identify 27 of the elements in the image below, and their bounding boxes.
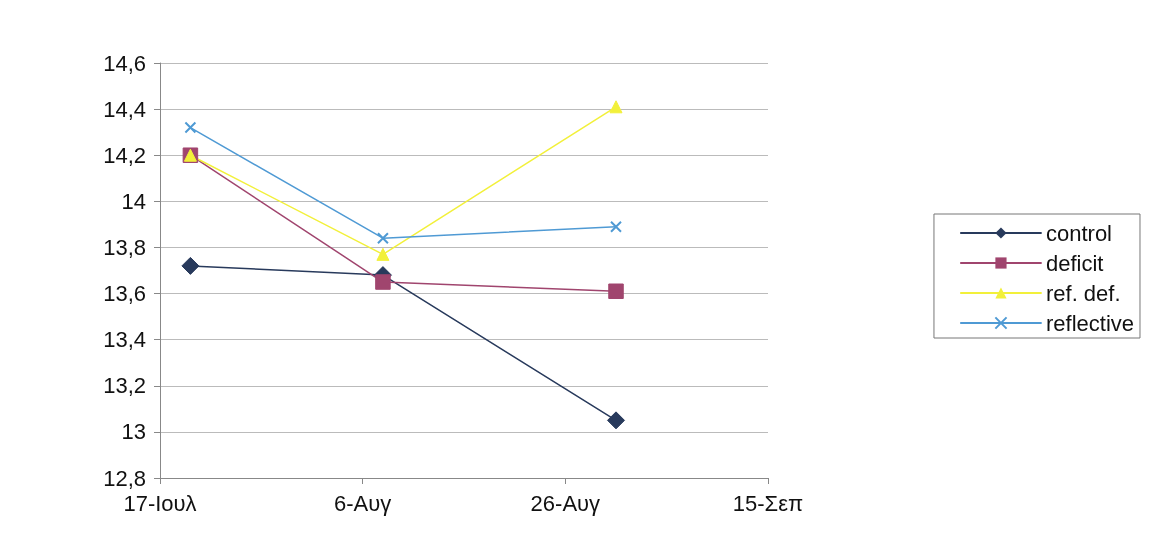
y-tick-label: 13,6 [103, 281, 146, 307]
point [610, 220, 622, 233]
y-tick-label: 14,6 [103, 50, 146, 76]
point [375, 274, 391, 290]
point [376, 232, 389, 245]
point [184, 121, 197, 134]
y-tick-label: 13,4 [103, 327, 146, 353]
y-tick-label: 12,8 [103, 465, 146, 491]
y-tick-label: 13,8 [103, 234, 146, 260]
legend-label: ref. def. [1045, 280, 1121, 306]
y-tick-label: 14,2 [103, 142, 146, 168]
legend-label: reflective [1045, 310, 1135, 336]
y-tick-label: 14 [121, 188, 146, 214]
y-tick-label: 14,4 [103, 96, 146, 122]
legend-label: control [1045, 220, 1113, 246]
x-tick-label: 26-Αυγ [530, 490, 601, 516]
x-tick-label: 17-Ιουλ [123, 490, 197, 516]
point [181, 256, 200, 275]
point [607, 411, 625, 430]
legend-label: deficit [1045, 250, 1104, 276]
point [609, 100, 623, 114]
x-tick-label: 6-Αυγ [334, 490, 392, 516]
y-tick-label: 13 [121, 419, 146, 445]
point [376, 247, 390, 261]
x-tick-label: 15-Σεπ [732, 490, 804, 516]
point [608, 283, 624, 299]
y-tick-label: 13,2 [103, 373, 146, 399]
